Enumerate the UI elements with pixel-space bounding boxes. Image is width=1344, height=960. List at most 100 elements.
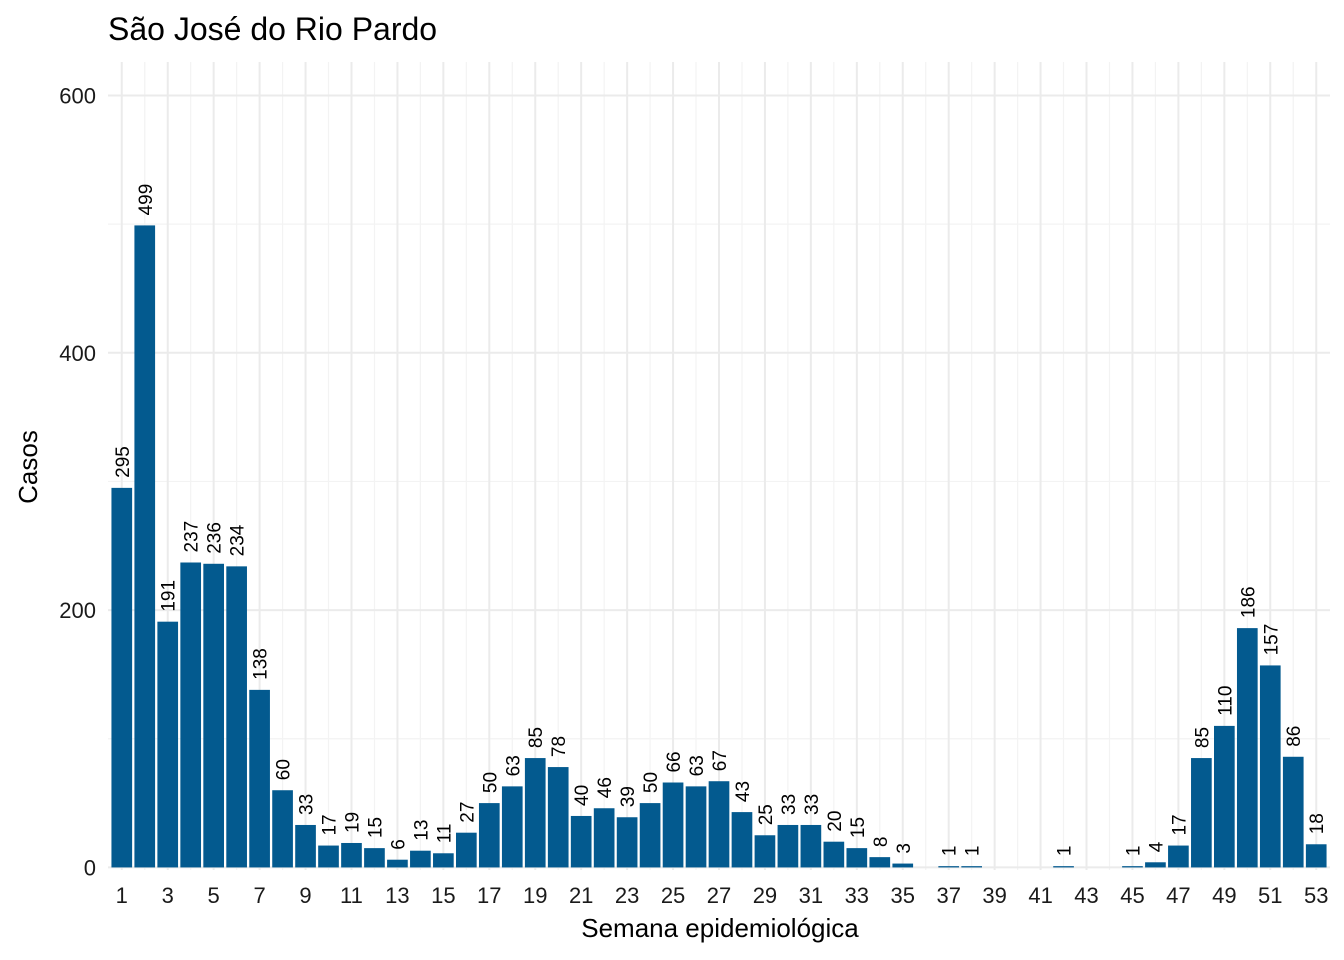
data-label-week-38: 1 — [963, 846, 984, 857]
y-tick-label: 400 — [59, 341, 96, 366]
bar-week-49 — [1214, 725, 1235, 868]
x-tick-label: 51 — [1258, 883, 1282, 908]
bar-week-12 — [364, 848, 385, 868]
x-tick-label: 3 — [162, 883, 174, 908]
bar-week-15 — [433, 853, 454, 868]
bar-week-37 — [938, 866, 960, 868]
bar-week-10 — [318, 845, 339, 868]
data-label-week-30: 33 — [779, 794, 800, 815]
bar-week-1 — [111, 487, 133, 868]
bar-week-30 — [777, 824, 799, 868]
grid — [108, 62, 1330, 870]
y-axis-title: Casos — [13, 430, 43, 504]
x-tick-label: 27 — [707, 883, 731, 908]
bar-week-35 — [892, 863, 914, 868]
bar-week-28 — [731, 812, 753, 868]
bar-week-24 — [639, 803, 661, 868]
y-tick-label: 0 — [84, 855, 96, 880]
bar-week-42 — [1053, 866, 1074, 868]
data-label-week-13: 6 — [388, 839, 409, 850]
x-tick-label: 41 — [1028, 883, 1052, 908]
data-label-week-52: 86 — [1284, 726, 1305, 747]
bar-week-4 — [180, 562, 202, 868]
bar-week-19 — [524, 758, 546, 868]
data-label-week-12: 15 — [365, 817, 386, 838]
x-tick-label: 31 — [799, 883, 823, 908]
data-label-week-14: 13 — [411, 820, 432, 841]
data-label-week-20: 78 — [549, 736, 570, 757]
bars — [111, 225, 1327, 868]
chart-title: São José do Rio Pardo — [108, 11, 437, 47]
x-tick-label: 19 — [523, 883, 547, 908]
bar-week-32 — [823, 841, 845, 868]
data-label-week-3: 191 — [159, 580, 180, 612]
data-label-week-24: 50 — [641, 772, 662, 793]
data-label-week-37: 1 — [940, 846, 961, 857]
data-label-week-17: 50 — [480, 772, 501, 793]
bar-week-29 — [754, 835, 776, 868]
x-tick-label: 29 — [753, 883, 777, 908]
bar-week-14 — [410, 850, 431, 868]
y-tick-label: 200 — [59, 598, 96, 623]
bar-week-26 — [685, 786, 707, 868]
bar-week-11 — [341, 842, 362, 868]
bar-week-2 — [134, 225, 156, 868]
x-tick-label: 37 — [936, 883, 960, 908]
data-label-week-34: 8 — [871, 837, 892, 848]
data-label-week-2: 499 — [136, 184, 157, 216]
x-tick-label: 13 — [385, 883, 409, 908]
x-axis-title: Semana epidemiológica — [581, 913, 859, 943]
x-tick-label: 1 — [116, 883, 128, 908]
data-label-week-8: 60 — [274, 759, 295, 780]
bar-week-48 — [1191, 758, 1212, 868]
data-label-week-21: 40 — [572, 785, 593, 806]
bar-week-51 — [1259, 665, 1281, 868]
x-tick-label: 53 — [1304, 883, 1328, 908]
x-tick-label: 49 — [1212, 883, 1236, 908]
data-label-week-42: 1 — [1055, 846, 1076, 857]
bar-week-45 — [1122, 866, 1143, 868]
data-label-week-16: 27 — [457, 802, 478, 823]
data-label-week-27: 67 — [710, 750, 731, 771]
x-tick-label: 23 — [615, 883, 639, 908]
bar-week-27 — [708, 781, 730, 868]
bar-week-5 — [203, 563, 224, 868]
data-label-week-33: 15 — [848, 817, 869, 838]
x-tick-label: 33 — [845, 883, 869, 908]
data-label-week-31: 33 — [802, 794, 823, 815]
bar-week-7 — [249, 689, 270, 868]
bar-week-34 — [869, 857, 891, 868]
data-label-week-25: 66 — [664, 751, 685, 772]
data-label-week-6: 234 — [228, 524, 249, 556]
bar-week-25 — [662, 782, 684, 868]
bar-week-8 — [272, 790, 293, 868]
x-tick-label: 45 — [1120, 883, 1144, 908]
x-tick-label: 5 — [208, 883, 220, 908]
x-tick-label: 47 — [1166, 883, 1190, 908]
data-label-week-48: 85 — [1192, 727, 1213, 748]
bar-week-6 — [226, 566, 247, 868]
data-label-week-29: 25 — [756, 804, 777, 825]
bar-week-46 — [1145, 862, 1166, 868]
data-label-week-4: 237 — [182, 521, 203, 553]
data-label-week-5: 236 — [205, 522, 226, 554]
data-label-week-18: 63 — [503, 755, 524, 776]
bar-week-13 — [387, 859, 408, 868]
data-label-week-47: 17 — [1169, 814, 1190, 835]
y-axis: 0 200 400 600 — [59, 83, 96, 880]
bar-week-18 — [501, 786, 523, 868]
data-label-week-50: 186 — [1238, 586, 1259, 618]
data-label-week-45: 1 — [1123, 846, 1144, 857]
x-tick-label: 15 — [431, 883, 455, 908]
bar-week-23 — [616, 817, 638, 868]
bar-week-50 — [1236, 628, 1258, 868]
data-label-week-15: 11 — [434, 824, 455, 844]
bar-week-52 — [1282, 756, 1304, 868]
data-label-week-9: 33 — [297, 794, 318, 815]
bar-week-3 — [157, 621, 179, 868]
bar-week-31 — [800, 824, 822, 868]
bar-week-20 — [547, 767, 569, 868]
data-label-week-49: 110 — [1215, 686, 1236, 716]
